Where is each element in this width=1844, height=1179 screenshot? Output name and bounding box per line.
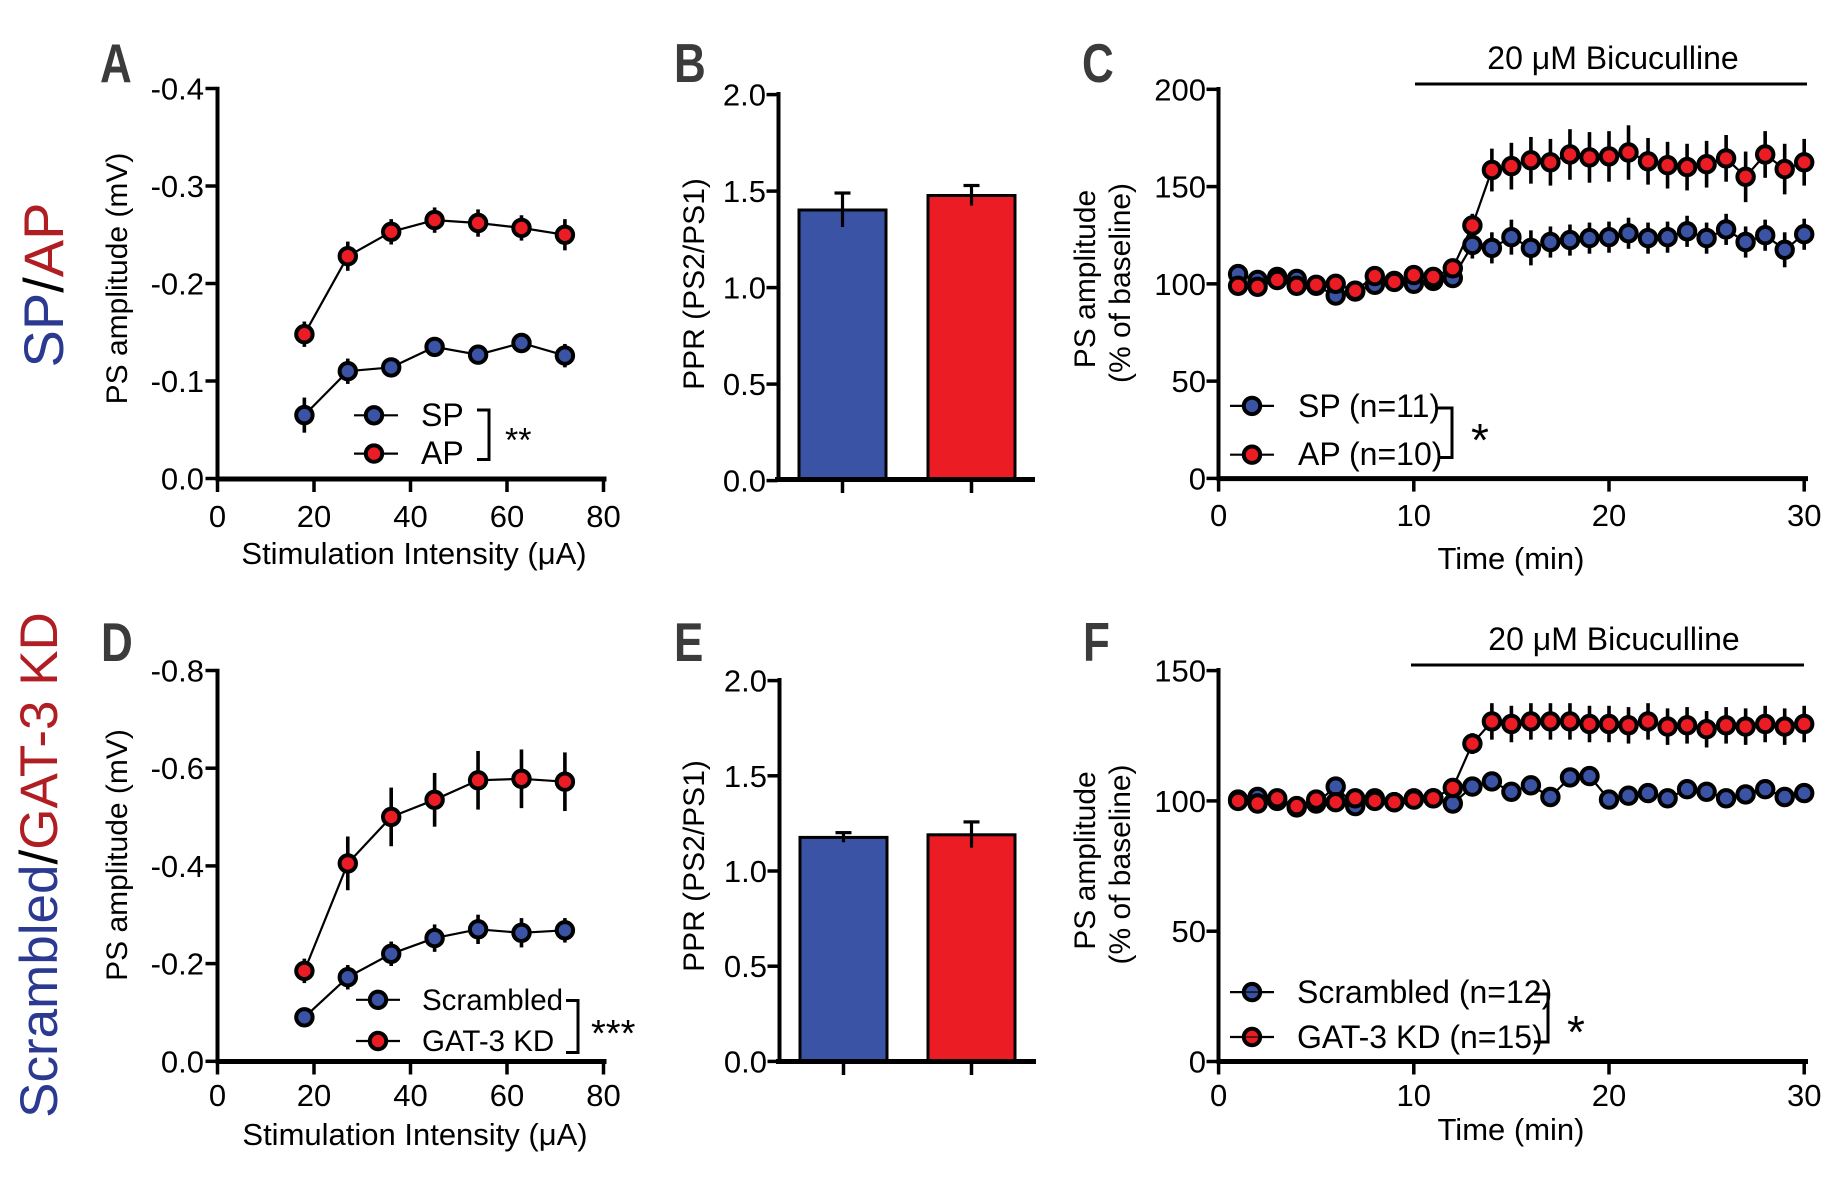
svg-text:20: 20 [1592, 498, 1626, 533]
svg-text:Scrambled/GAT-3 KD: Scrambled/GAT-3 KD [10, 612, 69, 1118]
svg-text:0: 0 [209, 499, 226, 534]
svg-text:*: * [1471, 414, 1489, 466]
svg-text:E: E [674, 611, 703, 673]
svg-text:20 μM Bicuculline: 20 μM Bicuculline [1488, 621, 1739, 657]
svg-text:*: * [1567, 1006, 1585, 1058]
svg-text:0: 0 [1210, 498, 1227, 533]
svg-text:30: 30 [1787, 498, 1821, 533]
svg-text:AP: AP [421, 435, 464, 471]
svg-text:50: 50 [1172, 364, 1206, 399]
svg-text:B: B [674, 32, 706, 94]
svg-text:80: 80 [586, 499, 620, 534]
svg-text:100: 100 [1154, 784, 1206, 819]
svg-text:0: 0 [209, 1078, 226, 1113]
svg-text:D: D [101, 611, 133, 673]
svg-text:PPR (PS2/PS1): PPR (PS2/PS1) [678, 760, 711, 972]
svg-text:1.0: 1.0 [723, 271, 766, 306]
svg-text:2.0: 2.0 [724, 664, 767, 699]
svg-text:50: 50 [1172, 914, 1206, 949]
svg-text:Stimulation Intensity (μA): Stimulation Intensity (μA) [242, 1117, 587, 1152]
svg-text:-0.4: -0.4 [151, 72, 204, 107]
svg-text:1.5: 1.5 [724, 759, 767, 794]
svg-text:Scrambled (n=12): Scrambled (n=12) [1297, 974, 1552, 1010]
svg-text:0.5: 0.5 [723, 367, 766, 402]
svg-text:150: 150 [1154, 654, 1206, 689]
svg-text:PS amplitude: PS amplitude [1069, 771, 1102, 949]
svg-text:20 μM Bicuculline: 20 μM Bicuculline [1487, 40, 1738, 76]
svg-text:GAT-3 KD (n=15): GAT-3 KD (n=15) [1297, 1019, 1543, 1055]
svg-text:150: 150 [1154, 170, 1206, 205]
svg-text:SP/AP: SP/AP [12, 203, 75, 368]
svg-text:40: 40 [393, 1078, 427, 1113]
svg-text:200: 200 [1154, 72, 1206, 107]
svg-text:20: 20 [297, 1078, 331, 1113]
svg-text:Time (min): Time (min) [1438, 541, 1585, 576]
svg-text:-0.6: -0.6 [151, 751, 204, 786]
svg-text:0.0: 0.0 [723, 464, 766, 499]
svg-text:Scrambled: Scrambled [422, 984, 563, 1017]
svg-text:2.0: 2.0 [723, 78, 766, 113]
svg-text:GAT-3 KD: GAT-3 KD [422, 1025, 554, 1058]
svg-text:30: 30 [1787, 1078, 1821, 1113]
svg-text:0.5: 0.5 [724, 949, 767, 984]
svg-text:80: 80 [586, 1078, 620, 1113]
svg-text:Stimulation Intensity (μA): Stimulation Intensity (μA) [241, 536, 586, 571]
svg-text:PS amplitude: PS amplitude [1069, 190, 1102, 368]
svg-text:10: 10 [1397, 1078, 1431, 1113]
svg-text:PS amplitude (mV): PS amplitude (mV) [101, 729, 134, 981]
svg-text:PS amplitude (mV): PS amplitude (mV) [101, 153, 134, 405]
svg-text:0.0: 0.0 [161, 462, 204, 497]
svg-text:100: 100 [1154, 267, 1206, 302]
svg-text:***: *** [591, 1013, 636, 1055]
svg-text:-0.8: -0.8 [151, 654, 204, 689]
svg-text:-0.3: -0.3 [151, 169, 204, 204]
svg-text:AP (n=10): AP (n=10) [1298, 436, 1442, 472]
svg-text:PPR (PS2/PS1): PPR (PS2/PS1) [678, 178, 711, 390]
svg-text:-0.2: -0.2 [151, 947, 204, 982]
svg-text:A: A [100, 32, 132, 94]
svg-text:(% of baseline): (% of baseline) [1104, 764, 1137, 964]
svg-text:Time (min): Time (min) [1438, 1112, 1585, 1147]
svg-text:F: F [1083, 611, 1110, 673]
svg-text:**: ** [505, 422, 531, 460]
svg-text:0: 0 [1210, 1078, 1227, 1113]
svg-text:-0.2: -0.2 [151, 267, 204, 302]
svg-text:-0.1: -0.1 [151, 364, 204, 399]
svg-text:1.5: 1.5 [723, 174, 766, 209]
svg-text:-0.4: -0.4 [151, 849, 204, 884]
svg-text:60: 60 [490, 1078, 524, 1113]
svg-text:SP (n=11): SP (n=11) [1298, 388, 1440, 424]
svg-text:10: 10 [1397, 498, 1431, 533]
svg-text:0: 0 [1189, 461, 1206, 496]
svg-text:0.0: 0.0 [161, 1044, 204, 1079]
svg-text:C: C [1082, 32, 1114, 94]
svg-text:1.0: 1.0 [724, 854, 767, 889]
svg-text:20: 20 [1592, 1078, 1626, 1113]
svg-text:(% of baseline): (% of baseline) [1104, 183, 1137, 383]
svg-text:40: 40 [393, 499, 427, 534]
svg-text:0.0: 0.0 [724, 1044, 767, 1079]
svg-text:60: 60 [490, 499, 524, 534]
svg-text:20: 20 [297, 499, 331, 534]
svg-text:SP: SP [421, 397, 464, 433]
svg-text:0: 0 [1189, 1045, 1206, 1080]
